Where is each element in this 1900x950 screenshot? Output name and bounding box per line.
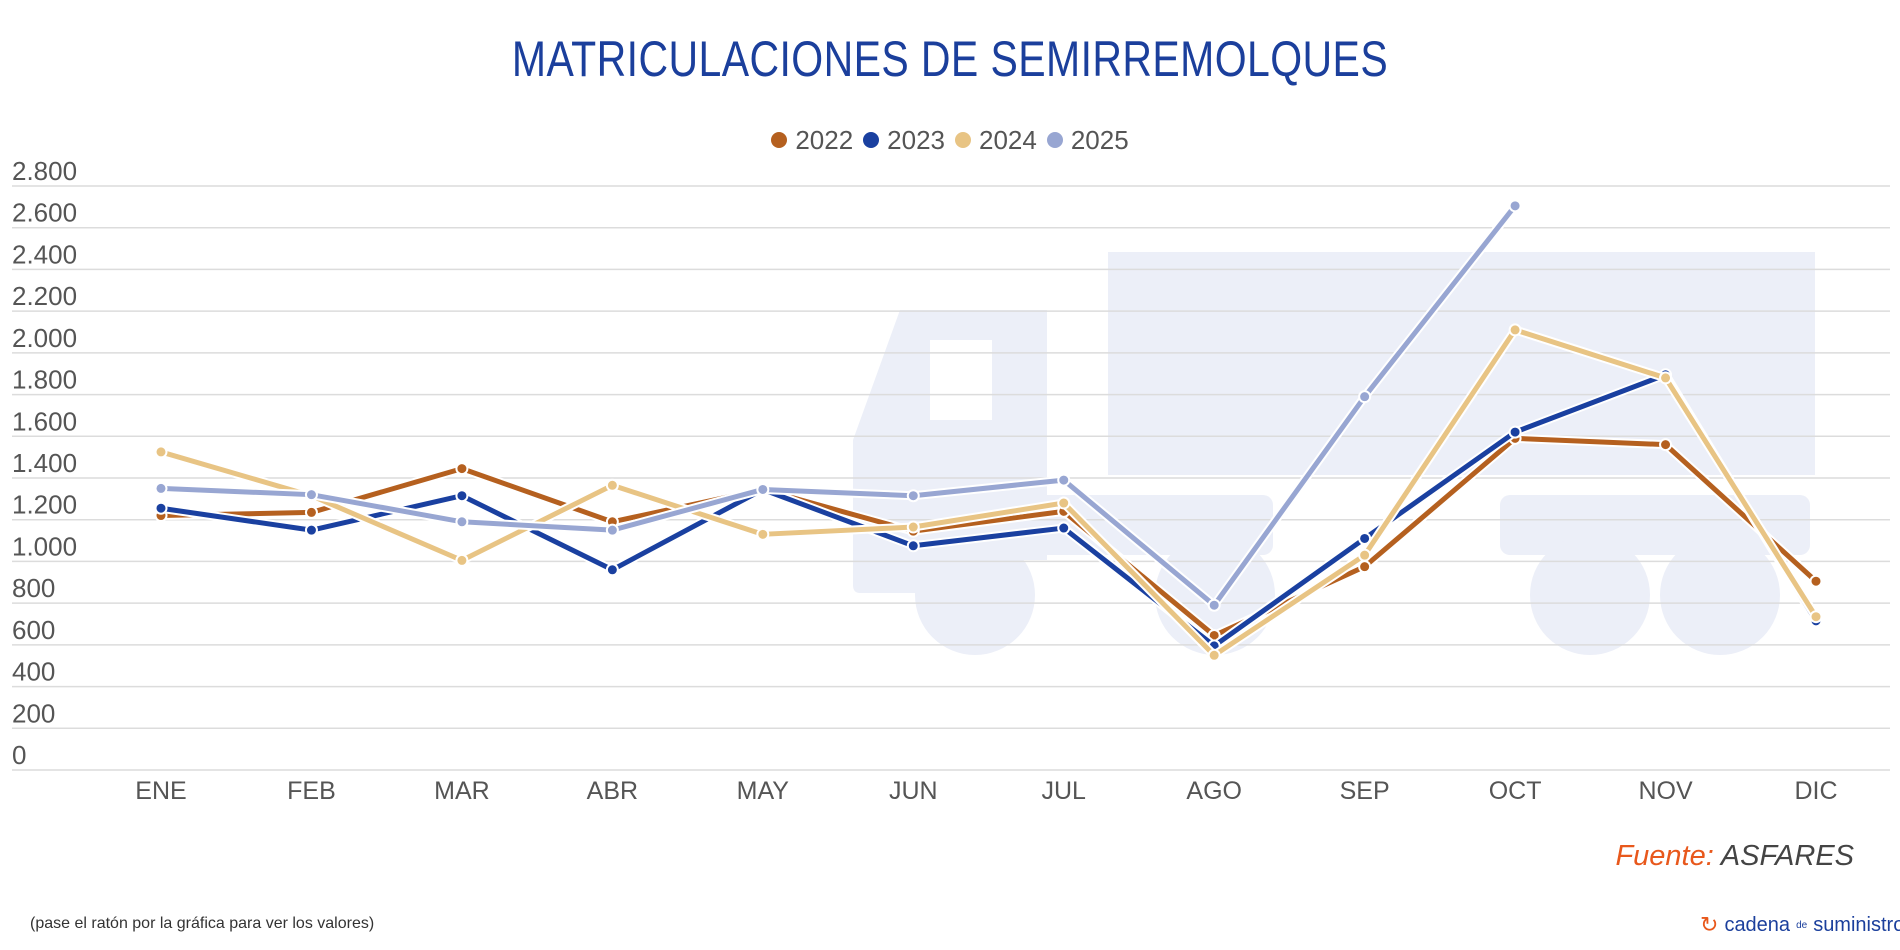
data-point[interactable] [1358, 390, 1372, 404]
x-tick-label: AGO [1186, 777, 1242, 805]
y-tick-label: 600 [12, 615, 55, 645]
data-point[interactable] [1809, 610, 1823, 624]
data-point[interactable] [1057, 473, 1071, 487]
y-tick-label: 1.200 [12, 490, 77, 520]
series-2025[interactable] [154, 199, 1522, 612]
legend-item-2022[interactable]: 2022 [771, 125, 853, 156]
y-tick-label: 2.600 [12, 198, 77, 228]
series-2022[interactable] [154, 431, 1823, 642]
y-tick-label: 1.800 [12, 365, 77, 395]
x-tick-label: JUN [889, 777, 938, 805]
x-tick-label: ENE [135, 777, 186, 805]
y-tick-label: 200 [12, 698, 55, 728]
series-line[interactable] [160, 435, 1818, 638]
refresh-logo-icon: ↻ [1700, 912, 1719, 937]
data-point[interactable] [1057, 496, 1071, 510]
source-value: ASFARES [1720, 840, 1854, 872]
truck-window [930, 340, 992, 420]
x-tick-label: SEP [1340, 777, 1390, 805]
data-point[interactable] [906, 520, 920, 534]
y-tick-label: 2.200 [12, 281, 77, 311]
data-point[interactable] [455, 489, 469, 503]
legend-marker [771, 132, 788, 148]
data-point[interactable] [304, 488, 318, 502]
data-point[interactable] [154, 481, 168, 495]
data-point[interactable] [605, 478, 619, 492]
data-point[interactable] [906, 489, 920, 503]
data-point[interactable] [1508, 425, 1522, 439]
logo-text-2: de [1796, 919, 1808, 931]
data-point[interactable] [605, 563, 619, 577]
x-tick-label: FEB [287, 777, 336, 805]
data-point[interactable] [1508, 199, 1522, 213]
y-tick-label: 800 [12, 573, 55, 603]
series-line[interactable] [160, 372, 1819, 649]
source-credit: Fuente: ASFARES [1615, 840, 1854, 873]
data-point[interactable] [154, 501, 168, 515]
data-point[interactable] [1659, 371, 1673, 385]
logo[interactable]: ↻ cadena de suministro [1700, 912, 1900, 938]
series-line[interactable] [160, 204, 1518, 608]
data-point[interactable] [154, 445, 168, 459]
data-point[interactable] [1057, 521, 1071, 535]
legend-label: 2025 [1070, 124, 1129, 155]
chart-title: MATRICULACIONES DE SEMIRREMOLQUES [511, 31, 1389, 87]
logo-text-1: cadena [1724, 913, 1791, 936]
data-point[interactable] [455, 462, 469, 476]
y-tick-label: 2.400 [12, 239, 77, 269]
y-tick-label: 1.600 [12, 406, 77, 436]
data-point[interactable] [1508, 323, 1522, 337]
data-point[interactable] [1358, 548, 1372, 562]
legend-item-2025[interactable]: 2025 [1046, 124, 1129, 156]
hover-note: (pase el ratón por la gráfica para ver l… [30, 915, 375, 932]
legend-marker [955, 132, 971, 148]
data-point[interactable] [304, 505, 318, 519]
legend-label: 2024 [979, 124, 1037, 155]
legend-label: 2022 [795, 124, 854, 155]
legend: 2022 2023 2024 2025 [0, 124, 1900, 156]
data-point[interactable] [906, 539, 920, 553]
data-point[interactable] [1358, 531, 1372, 545]
data-point[interactable] [455, 553, 469, 567]
x-tick-label: MAY [737, 777, 790, 805]
legend-item-2023[interactable]: 2023 [863, 125, 945, 156]
x-tick-label: OCT [1489, 777, 1542, 805]
x-tick-label: MAR [434, 777, 490, 805]
legend-marker [863, 132, 880, 148]
data-point[interactable] [756, 482, 770, 496]
y-tick-label: 2.000 [12, 323, 77, 353]
data-point[interactable] [455, 515, 469, 529]
x-tick-label: DIC [1794, 777, 1837, 805]
source-label: Fuente: [1615, 840, 1714, 872]
logo-text-3: suministro [1813, 913, 1900, 936]
data-point[interactable] [304, 523, 318, 537]
y-tick-label: 1.400 [12, 448, 77, 478]
x-tick-label: JUL [1041, 777, 1086, 805]
legend-label: 2023 [887, 124, 945, 155]
x-tick-label: ABR [587, 777, 638, 805]
y-tick-label: 2.800 [12, 156, 77, 186]
data-point[interactable] [605, 523, 619, 537]
legend-item-2024[interactable]: 2024 [955, 125, 1037, 156]
y-tick-label: 400 [12, 657, 55, 687]
series-line[interactable] [160, 327, 1819, 658]
series-2024[interactable] [154, 323, 1823, 662]
y-tick-label: 0 [12, 740, 26, 770]
x-tick-label: NOV [1638, 777, 1693, 805]
data-point[interactable] [1809, 574, 1823, 588]
data-point[interactable] [1659, 438, 1673, 452]
data-point[interactable] [1207, 648, 1221, 662]
data-point[interactable] [1207, 598, 1221, 612]
legend-marker [1046, 132, 1063, 148]
y-tick-label: 1.000 [12, 531, 77, 561]
data-point[interactable] [756, 527, 770, 541]
